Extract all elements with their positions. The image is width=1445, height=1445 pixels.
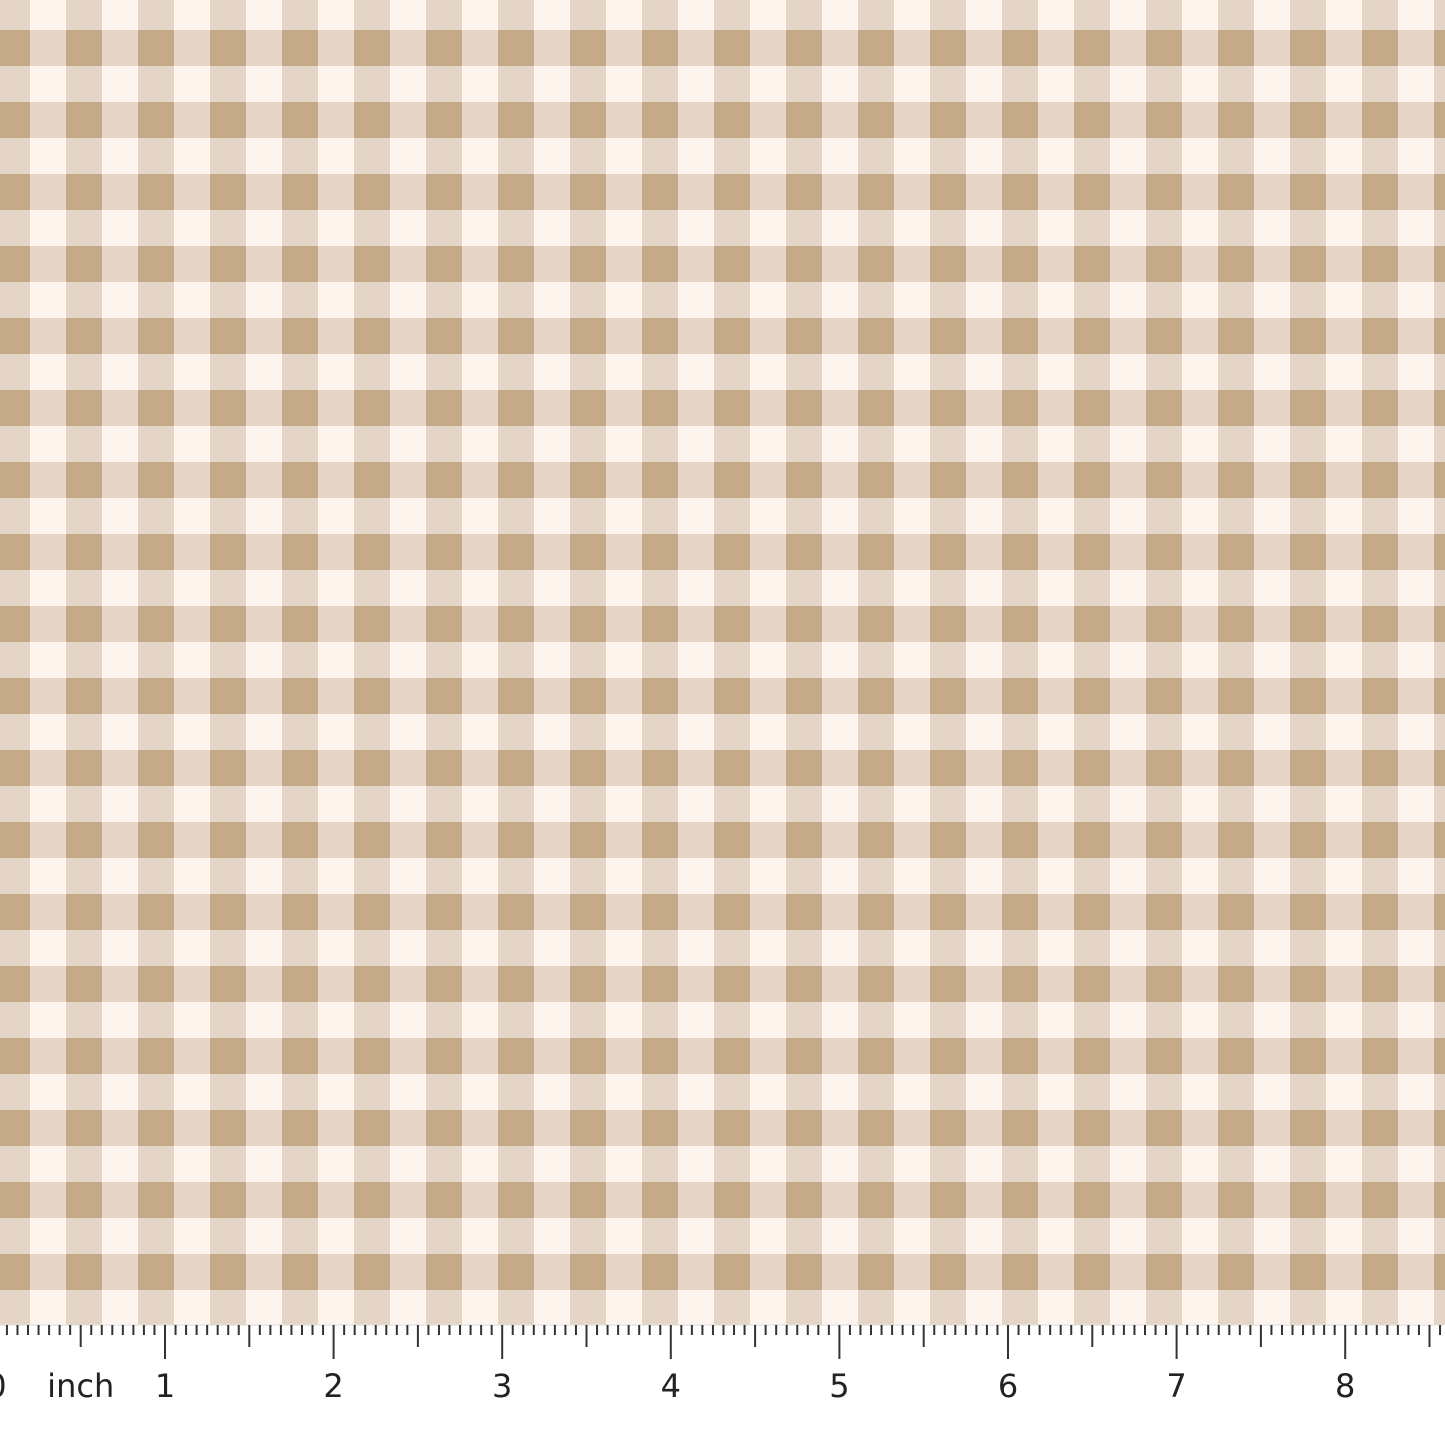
ruler-label: 8 bbox=[1335, 1367, 1355, 1405]
ruler-label: 5 bbox=[829, 1367, 849, 1405]
ruler-label: 4 bbox=[661, 1367, 681, 1405]
ruler-label: 3 bbox=[492, 1367, 512, 1405]
ruler bbox=[0, 1325, 1445, 1445]
ruler-label: 6 bbox=[998, 1367, 1018, 1405]
ruler-label: 7 bbox=[1166, 1367, 1186, 1405]
ruler-label: 2 bbox=[323, 1367, 343, 1405]
ruler-label: 0 bbox=[0, 1367, 7, 1405]
fabric-pattern bbox=[0, 0, 1445, 1325]
ruler-label: 1 bbox=[155, 1367, 175, 1405]
ruler-unit: inch bbox=[47, 1367, 114, 1405]
